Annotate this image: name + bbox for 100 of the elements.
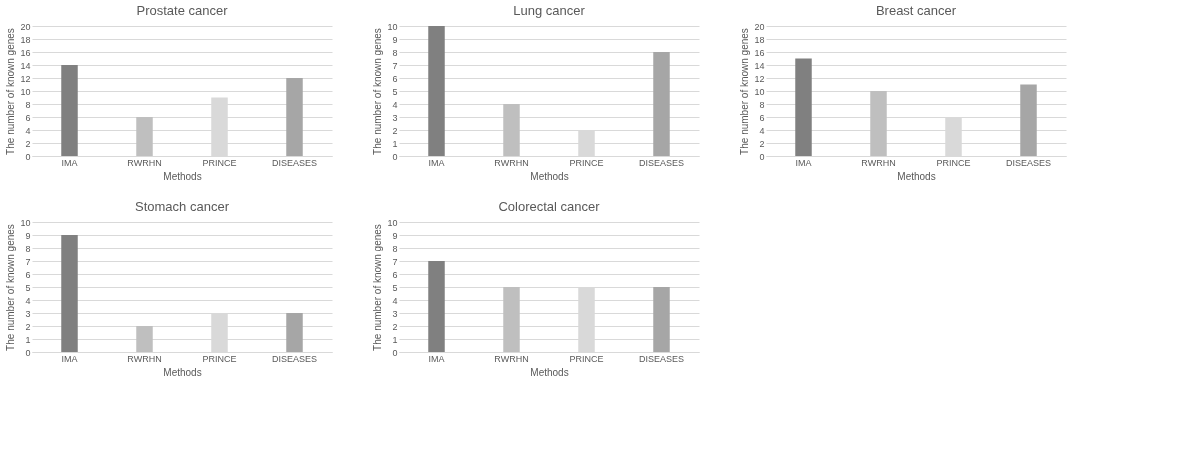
x-axis-title: Methods — [897, 170, 936, 182]
bar — [870, 91, 887, 156]
y-tick-label: 6 — [759, 112, 765, 123]
bar — [428, 26, 445, 156]
y-tick-label: 5 — [25, 282, 31, 293]
y-tick-label: 3 — [392, 112, 398, 123]
bar — [136, 326, 153, 352]
bar — [653, 52, 670, 156]
bar — [136, 117, 153, 156]
y-tick-label: 6 — [392, 269, 398, 280]
y-tick-label: 2 — [392, 321, 398, 332]
y-tick-label: 7 — [392, 256, 398, 267]
y-tick-label: 4 — [25, 125, 31, 136]
y-tick-label: 4 — [25, 295, 31, 306]
x-axis-title: Methods — [530, 170, 569, 182]
y-axis-title: The number of known genes — [372, 28, 384, 155]
y-tick-label: 6 — [392, 73, 398, 84]
x-tick-label: IMA — [795, 157, 812, 168]
y-tick-label: 0 — [759, 151, 765, 162]
y-tick-label: 1 — [25, 334, 31, 345]
y-tick-label: 12 — [20, 73, 31, 84]
x-axis-title: Methods — [163, 366, 202, 378]
y-tick-label: 0 — [392, 151, 398, 162]
y-tick-label: 2 — [759, 138, 765, 149]
x-tick-label: RWRHN — [861, 157, 896, 168]
y-axis-title: The number of known genes — [372, 224, 384, 351]
y-tick-label: 18 — [754, 34, 765, 45]
x-tick-label: IMA — [61, 353, 78, 364]
y-tick-label: 8 — [392, 47, 398, 58]
y-tick-label: 9 — [392, 230, 398, 241]
y-tick-label: 0 — [25, 151, 31, 162]
y-tick-label: 6 — [25, 112, 31, 123]
y-axis-title: The number of known genes — [5, 224, 17, 351]
y-tick-label: 18 — [20, 34, 31, 45]
y-tick-label: 0 — [25, 347, 31, 358]
y-tick-label: 10 — [387, 217, 398, 228]
y-tick-label: 1 — [392, 138, 398, 149]
chart-title: Breast cancer — [875, 3, 957, 18]
y-tick-label: 10 — [20, 86, 31, 97]
bar — [286, 313, 303, 352]
chart-title: Prostate cancer — [136, 3, 229, 18]
chart-title: Lung cancer — [513, 3, 586, 18]
chart-title: Colorectal cancer — [498, 199, 601, 214]
chart-title: Stomach cancer — [135, 199, 230, 214]
y-tick-label: 2 — [25, 321, 31, 332]
y-axis-title: The number of known genes — [5, 28, 17, 155]
y-tick-label: 1 — [392, 334, 398, 345]
bar — [503, 104, 520, 156]
x-tick-label: RWRHN — [127, 157, 162, 168]
y-tick-label: 8 — [392, 243, 398, 254]
y-tick-label: 2 — [25, 138, 31, 149]
x-tick-label: DISEASES — [1005, 157, 1052, 168]
y-tick-label: 16 — [754, 47, 765, 58]
x-tick-label: RWRHN — [494, 157, 529, 168]
x-tick-label: IMA — [428, 157, 445, 168]
x-tick-label: PRINCE — [569, 157, 604, 168]
y-tick-label: 7 — [25, 256, 31, 267]
x-tick-label: DISEASES — [638, 353, 685, 364]
x-tick-label: RWRHN — [127, 353, 162, 364]
y-axis-title: The number of known genes — [739, 28, 751, 155]
x-tick-label: RWRHN — [494, 353, 529, 364]
y-tick-label: 0 — [392, 347, 398, 358]
x-tick-label: DISEASES — [638, 157, 685, 168]
y-tick-label: 10 — [20, 217, 31, 228]
x-axis-title: Methods — [163, 170, 202, 182]
y-tick-label: 5 — [392, 86, 398, 97]
x-tick-label: PRINCE — [202, 157, 237, 168]
y-tick-label: 14 — [754, 60, 765, 71]
y-tick-label: 5 — [392, 282, 398, 293]
y-tick-label: 4 — [759, 125, 765, 136]
y-tick-label: 12 — [754, 73, 765, 84]
bar — [286, 78, 303, 156]
y-tick-label: 20 — [20, 21, 31, 32]
y-tick-label: 20 — [754, 21, 765, 32]
y-tick-label: 9 — [392, 34, 398, 45]
x-tick-label: PRINCE — [936, 157, 971, 168]
y-tick-label: 6 — [25, 269, 31, 280]
y-tick-label: 9 — [25, 230, 31, 241]
x-axis-title: Methods — [530, 366, 569, 378]
x-tick-label: PRINCE — [569, 353, 604, 364]
y-tick-label: 3 — [392, 308, 398, 319]
y-tick-label: 8 — [25, 243, 31, 254]
y-tick-label: 8 — [759, 99, 765, 110]
y-tick-label: 2 — [392, 125, 398, 136]
x-tick-label: IMA — [428, 353, 445, 364]
y-tick-label: 4 — [392, 295, 398, 306]
y-tick-label: 10 — [754, 86, 765, 97]
y-tick-label: 7 — [392, 60, 398, 71]
y-tick-label: 16 — [20, 47, 31, 58]
y-tick-label: 3 — [25, 308, 31, 319]
x-tick-label: PRINCE — [202, 353, 237, 364]
bar — [1020, 84, 1037, 156]
bar — [61, 235, 78, 352]
y-tick-label: 4 — [392, 99, 398, 110]
y-tick-label: 8 — [25, 99, 31, 110]
x-tick-label: DISEASES — [271, 353, 318, 364]
x-tick-label: DISEASES — [271, 157, 318, 168]
bar — [61, 65, 78, 156]
y-tick-label: 10 — [387, 21, 398, 32]
y-tick-label: 14 — [20, 60, 31, 71]
